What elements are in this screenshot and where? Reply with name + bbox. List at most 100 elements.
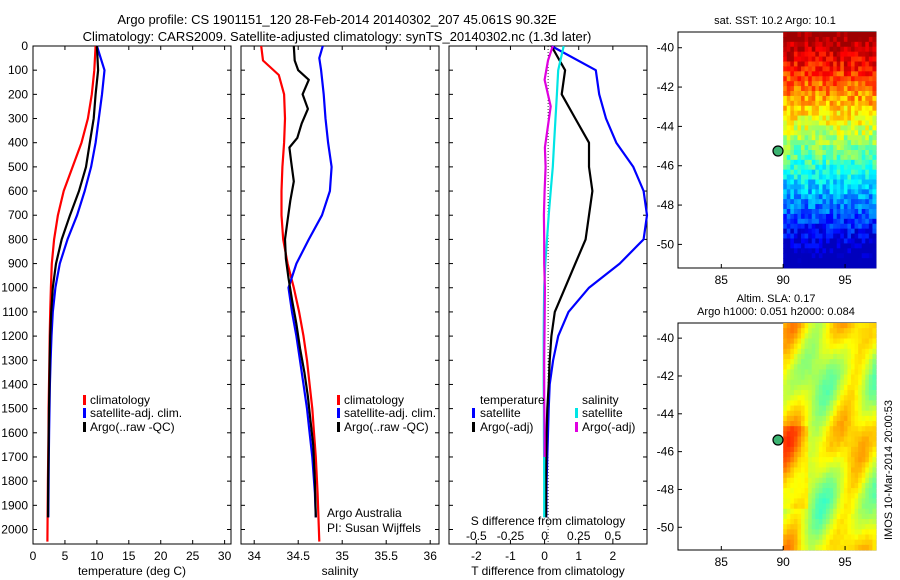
sst-cell — [783, 76, 788, 82]
sst-cell — [829, 189, 834, 195]
sla-cell — [826, 348, 830, 355]
sla-cell — [829, 323, 834, 329]
sst-cell — [818, 130, 823, 136]
sla-cell — [872, 431, 877, 437]
sla-cell — [836, 513, 841, 520]
sst-cell — [865, 253, 870, 259]
sla-cell — [804, 513, 809, 520]
sst-cell — [793, 46, 798, 53]
sla-cell — [797, 410, 802, 417]
sst-cell — [865, 130, 870, 136]
sst-cell — [868, 194, 873, 200]
sla-cell — [808, 400, 813, 406]
sst-cell — [815, 263, 820, 269]
sla-cell — [793, 534, 798, 541]
sst-cell — [858, 209, 863, 215]
sst-cell — [851, 253, 855, 259]
sla-cell — [793, 451, 798, 458]
sst-cell — [822, 204, 827, 210]
sst-cell — [851, 76, 855, 82]
argo-location-marker[interactable] — [772, 145, 784, 157]
sla-cell — [836, 369, 841, 375]
sla-cell — [808, 384, 813, 391]
sst-cell — [843, 159, 848, 166]
sst-cell — [868, 32, 873, 38]
sla-cell — [865, 379, 870, 386]
sst-cell — [833, 233, 838, 239]
sst-cell — [790, 140, 795, 146]
map-x-tick-label: 85 — [715, 273, 729, 287]
sla-cell — [797, 390, 802, 396]
sst-cell — [829, 120, 834, 126]
sla-cell — [818, 431, 823, 437]
sst-cell — [815, 238, 820, 244]
sst-cell — [847, 130, 852, 136]
sla-cell — [872, 405, 877, 412]
sst-cell — [808, 46, 813, 53]
sst-cell — [797, 253, 802, 259]
sla-cell — [840, 421, 845, 427]
sla-cell — [793, 446, 798, 453]
sst-cell — [822, 218, 827, 225]
sst-cell — [790, 105, 795, 112]
sla-cell — [783, 451, 788, 458]
sst-cell — [783, 36, 788, 43]
sst-cell — [804, 41, 809, 48]
sst-cell — [793, 194, 798, 200]
sst-cell — [818, 100, 823, 107]
sla-cell — [854, 498, 859, 504]
sla-cell — [786, 390, 791, 396]
sla-cell — [861, 436, 866, 443]
sst-cell — [786, 51, 791, 57]
sla-cell — [826, 446, 830, 453]
sla-cell — [797, 498, 802, 504]
sla-cell — [829, 482, 834, 489]
sla-cell — [843, 410, 848, 417]
sst-cell — [865, 213, 870, 220]
sst-cell — [847, 233, 852, 239]
sla-cell — [872, 477, 877, 484]
sst-cell — [872, 110, 877, 116]
sst-cell — [868, 100, 873, 107]
argo-location-marker[interactable] — [772, 434, 784, 446]
sla-cell — [826, 524, 830, 530]
sst-cell — [822, 100, 827, 107]
sst-cell — [836, 223, 841, 230]
sst-cell — [786, 159, 791, 166]
sst-cell — [815, 218, 820, 225]
sla-cell — [840, 338, 845, 345]
sst-cell — [840, 199, 845, 205]
sla-cell — [811, 395, 816, 401]
sst-cell — [811, 263, 816, 269]
sla-cell — [865, 539, 870, 546]
sst-cell — [847, 209, 852, 215]
sla-cell — [833, 328, 838, 334]
sst-cell — [851, 41, 855, 48]
sst-cell — [865, 159, 870, 166]
sst-cell — [826, 61, 830, 67]
sst-cell — [836, 76, 841, 82]
sla-cell — [818, 446, 823, 453]
sst-cell — [829, 253, 834, 259]
sst-cell — [826, 76, 830, 82]
sla-cell — [861, 323, 866, 329]
sst-cell — [804, 209, 809, 215]
sla-cell — [826, 529, 830, 535]
sla-cell — [822, 328, 827, 334]
sst-cell — [829, 184, 834, 190]
sst-cell — [833, 258, 838, 264]
x-tick-label: 0 — [541, 549, 548, 563]
sst-cell — [854, 145, 859, 151]
sst-cell — [783, 140, 788, 146]
sst-cell — [833, 95, 838, 102]
sst-cell — [815, 32, 820, 38]
sla-cell — [793, 524, 798, 530]
sst-cell — [854, 263, 859, 269]
s-diff-xlabel: S difference from climatology — [471, 514, 626, 528]
sst-cell — [793, 81, 798, 87]
sst-cell — [811, 41, 816, 48]
sla-cell — [815, 328, 820, 334]
sla-cell — [801, 462, 806, 468]
sst-cell — [811, 213, 816, 220]
sla-cell — [797, 488, 802, 494]
